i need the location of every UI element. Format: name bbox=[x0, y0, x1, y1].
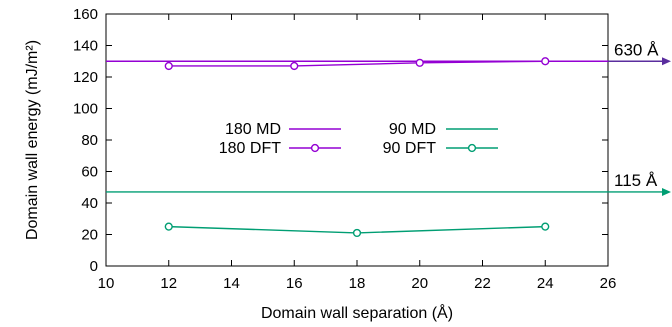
annotations: 630 Å 115 Å bbox=[608, 40, 671, 196]
x-tick-label: 14 bbox=[223, 275, 240, 292]
y-axis-title: Domain wall energy (mJ/m²) bbox=[24, 40, 41, 240]
y-tick-label: 60 bbox=[81, 164, 98, 181]
data-point bbox=[164, 61, 173, 71]
y-tick-label: 140 bbox=[73, 38, 98, 55]
data-point bbox=[352, 228, 362, 238]
legend-swatch-marker bbox=[310, 143, 320, 153]
x-tick-label: 10 bbox=[98, 275, 115, 292]
y-tick-label: 40 bbox=[81, 195, 98, 212]
x-tick-label: 20 bbox=[411, 275, 428, 292]
x-tick-label: 26 bbox=[600, 275, 617, 292]
annotation-arrowhead bbox=[662, 187, 671, 196]
y-tick-label: 120 bbox=[73, 69, 98, 86]
x-tick-label: 12 bbox=[160, 275, 177, 292]
annotation-arrowhead bbox=[662, 57, 671, 66]
series-line-180-dft bbox=[168, 60, 546, 67]
y-tick-label: 100 bbox=[73, 101, 98, 118]
data-point bbox=[541, 57, 550, 66]
data-point bbox=[415, 58, 424, 67]
series-layer bbox=[106, 57, 608, 238]
data-point bbox=[290, 61, 299, 71]
legend-label: 180 MD bbox=[225, 121, 281, 138]
y-tick-label: 0 bbox=[90, 258, 98, 275]
x-tick-label: 22 bbox=[474, 275, 491, 292]
y-tick-label: 160 bbox=[73, 6, 98, 23]
plot-frame bbox=[105, 13, 609, 267]
legend-label: 90 DFT bbox=[383, 140, 437, 157]
x-tick-label: 16 bbox=[286, 275, 303, 292]
data-point bbox=[164, 222, 173, 231]
legend-label: 90 MD bbox=[389, 121, 436, 138]
annotation-label: 630 Å bbox=[614, 40, 659, 59]
axis-ticks: 10 12 14 16 18 20 22 24 26 0 20 40 60 80 100 120 140 160 bbox=[73, 6, 616, 292]
legend-label: 180 DFT bbox=[219, 140, 281, 157]
x-tick-label: 18 bbox=[349, 275, 366, 292]
legend-swatch-marker bbox=[467, 143, 477, 153]
legend: 180 MD 180 DFT 90 MD 90 DFT bbox=[219, 121, 498, 157]
x-tick-label: 24 bbox=[537, 275, 554, 292]
y-tick-label: 80 bbox=[81, 132, 98, 149]
data-point bbox=[541, 222, 550, 231]
x-axis-title: Domain wall separation (Å) bbox=[261, 303, 453, 322]
y-tick-label: 20 bbox=[81, 227, 98, 244]
annotation-label: 115 Å bbox=[614, 171, 658, 190]
